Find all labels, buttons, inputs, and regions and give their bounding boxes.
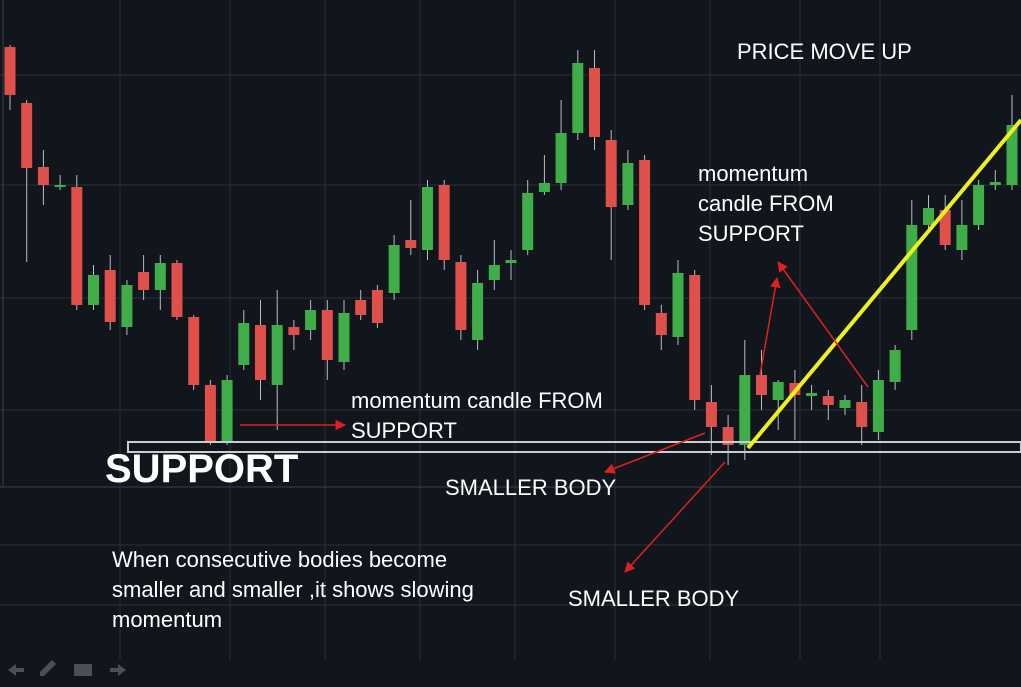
annotation-line: momentum candle FROM (351, 388, 603, 413)
candle-body (956, 225, 968, 250)
candle-body (1006, 125, 1018, 185)
candle-body (639, 160, 651, 305)
candle-body (204, 385, 216, 442)
candle-body (705, 402, 717, 427)
candle-body (321, 310, 333, 360)
candle-body (238, 323, 250, 365)
candle-body (305, 310, 317, 330)
candle-body (71, 187, 83, 305)
candle-body (171, 263, 183, 317)
candle-body (522, 193, 534, 250)
candle-body (104, 270, 116, 322)
candles (4, 45, 1018, 465)
candle-body (906, 225, 918, 330)
candle-body (872, 380, 884, 432)
draw-icon[interactable] (40, 660, 56, 676)
candle-body (889, 350, 901, 382)
candle-body (455, 262, 467, 330)
grid (0, 0, 1021, 660)
candle-body (572, 63, 584, 133)
candle-body (4, 47, 16, 95)
annotation: PRICE MOVE UP (737, 39, 912, 64)
note-line: When consecutive bodies become (112, 547, 447, 572)
annotation: momentum candle FROM SUPPORT (351, 388, 603, 443)
candle-body (989, 182, 1001, 185)
candle-body (822, 396, 834, 405)
arrow (759, 276, 781, 376)
arrow (777, 261, 869, 388)
candle-body (255, 325, 266, 380)
candle-body (622, 163, 634, 205)
candle-body (538, 183, 550, 192)
support-label: SUPPORT (105, 447, 298, 491)
candle-body (739, 375, 751, 445)
candle-body (355, 300, 367, 315)
candle-body (405, 240, 417, 248)
annotation-line: momentum (698, 161, 808, 186)
candle-body (756, 375, 767, 395)
candle-body (154, 263, 166, 290)
candle-body (438, 185, 450, 260)
candle-body (589, 68, 600, 137)
annotation: momentum candle FROM SUPPORT (698, 161, 834, 246)
support-zone (127, 441, 1021, 453)
annotation-line: SUPPORT (351, 418, 457, 443)
candle-body (188, 317, 200, 385)
note: When consecutive bodies become smaller an… (112, 547, 474, 632)
candle-body (472, 283, 484, 340)
candle-body (21, 103, 33, 168)
candle-body (54, 185, 66, 187)
candle-body (722, 427, 734, 445)
candle-body (37, 167, 49, 185)
candle-body (371, 290, 383, 323)
candle-body (138, 272, 150, 290)
candle-body (856, 402, 868, 427)
candle-body (973, 185, 985, 225)
candle-body (338, 313, 350, 362)
forward-icon[interactable] (110, 664, 126, 676)
candle-body (689, 275, 701, 400)
candle-body (939, 210, 951, 245)
screen-icon[interactable] (74, 664, 92, 676)
back-icon[interactable] (8, 664, 24, 676)
candle-body (505, 260, 517, 263)
toolbar (8, 660, 126, 676)
candle-body (221, 380, 233, 442)
candle-body (655, 313, 667, 335)
trend-line (746, 118, 1021, 450)
candle-body (88, 275, 99, 305)
candle-body (555, 133, 567, 183)
candle-body (605, 140, 617, 207)
arrows (240, 261, 869, 573)
annotation-line: SUPPORT (698, 221, 804, 246)
candle-body (388, 245, 400, 293)
note-line: momentum (112, 607, 222, 632)
candle-body (422, 187, 433, 250)
annotation-line: candle FROM (698, 191, 834, 216)
candle-body (271, 325, 283, 385)
arrow (604, 432, 706, 474)
arrow (624, 461, 726, 573)
candle-body (923, 208, 934, 225)
candle-body (806, 393, 818, 396)
candle-body (672, 273, 684, 337)
annotation: SMALLER BODY (445, 475, 616, 500)
candle-body (121, 285, 133, 327)
note-line: smaller and smaller ,it shows slowing (112, 577, 474, 602)
candle-body (839, 400, 851, 408)
candle-body (772, 382, 784, 400)
annotation: SMALLER BODY (568, 586, 739, 611)
candle-body (488, 265, 500, 280)
candle-body (288, 327, 300, 335)
